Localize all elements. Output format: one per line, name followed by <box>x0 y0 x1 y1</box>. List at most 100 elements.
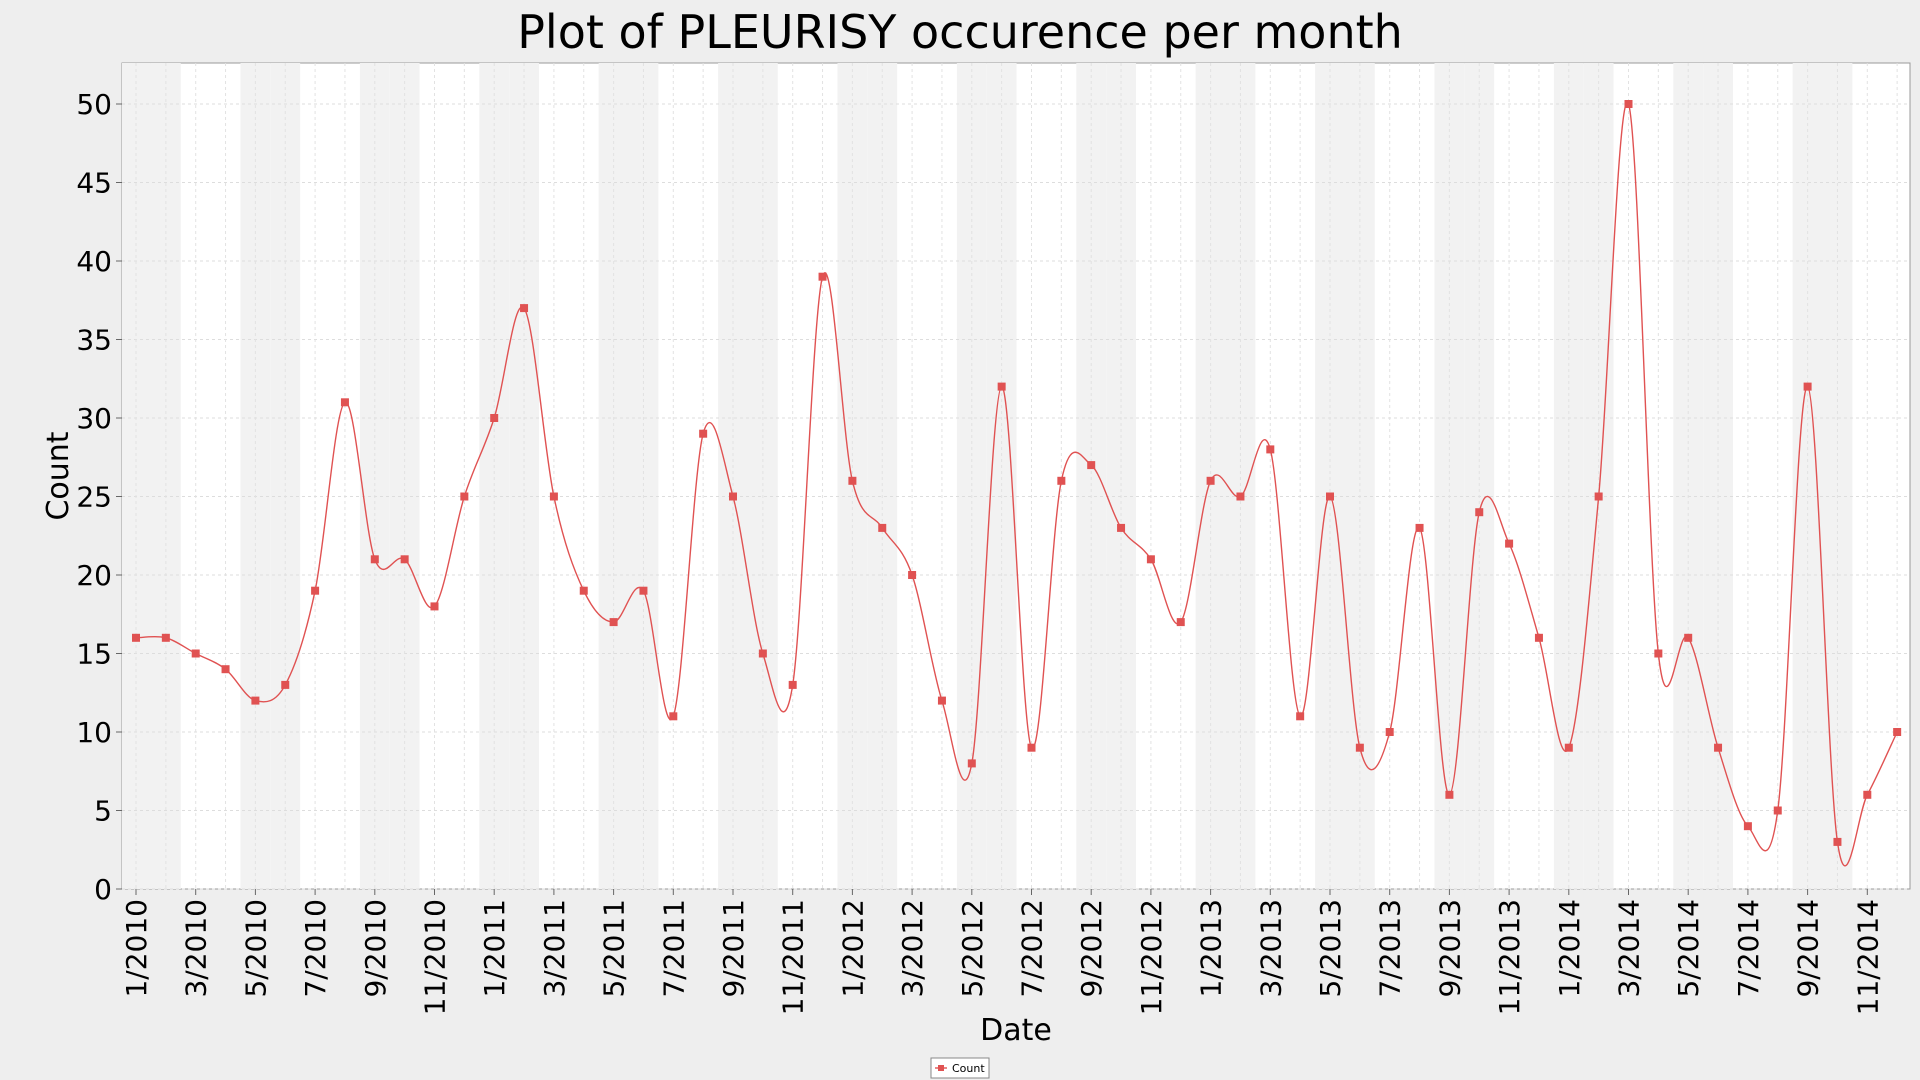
data-point <box>1714 743 1723 752</box>
x-tick-label: 9/2014 <box>1792 899 1825 998</box>
data-point <box>191 649 200 658</box>
legend: Count <box>930 1057 990 1079</box>
month-band <box>1464 63 1495 889</box>
data-point <box>1863 790 1872 799</box>
data-point <box>1146 555 1155 564</box>
horizontal-gridlines <box>122 103 1910 890</box>
data-point <box>460 492 469 501</box>
x-tick-label: 3/2011 <box>538 899 571 998</box>
data-point <box>1594 492 1603 501</box>
y-tick-label: 5 <box>94 795 112 828</box>
data-point <box>1833 837 1842 846</box>
x-tick-label: 5/2014 <box>1672 899 1705 998</box>
x-tick-label: 7/2010 <box>299 899 332 998</box>
data-point <box>818 272 827 281</box>
data-point <box>520 304 529 313</box>
data-point <box>669 712 678 721</box>
data-point <box>370 555 379 564</box>
data-point <box>1326 492 1334 501</box>
series-markers <box>132 100 1902 846</box>
month-band <box>598 63 629 889</box>
data-point <box>1027 743 1036 752</box>
x-tick-label: 9/2010 <box>359 899 392 998</box>
month-band <box>1076 63 1107 889</box>
y-tick-label: 0 <box>94 873 112 906</box>
data-point <box>340 398 349 407</box>
y-tick-label: 45 <box>76 167 112 200</box>
x-tick-label: 1/2012 <box>836 899 869 998</box>
x-tick-label: 11/2012 <box>1135 899 1168 1015</box>
legend-marker <box>938 1065 944 1071</box>
x-tick-label: 9/2012 <box>1075 899 1108 998</box>
data-point <box>1087 461 1096 470</box>
month-band <box>1315 63 1345 889</box>
x-axis-label: Date <box>980 1013 1052 1048</box>
x-axis-ticks: 1/2010 3/2010 5/2010 7/2010 9/2010 11/2010 1/2… <box>120 889 1884 1015</box>
data-point <box>311 586 320 595</box>
data-point <box>609 618 618 627</box>
month-band <box>479 63 510 889</box>
legend-box <box>930 1057 990 1079</box>
month-band <box>718 63 748 889</box>
x-tick-label: 3/2010 <box>180 899 213 998</box>
y-tick-label: 10 <box>76 716 112 749</box>
month-band <box>509 63 539 889</box>
x-tick-label: 7/2013 <box>1374 899 1407 998</box>
data-point <box>1743 822 1752 831</box>
month-band <box>867 63 898 889</box>
data-point <box>549 492 558 501</box>
data-point <box>430 602 439 611</box>
data-point <box>132 633 140 642</box>
month-band <box>1106 63 1136 889</box>
data-point <box>281 680 290 689</box>
series-line-count <box>135 101 1898 867</box>
data-point <box>878 523 887 532</box>
data-point <box>1266 445 1275 454</box>
data-point <box>1176 618 1185 627</box>
data-point <box>997 382 1006 391</box>
data-point <box>490 414 499 422</box>
data-point <box>1773 806 1782 815</box>
data-point <box>639 586 648 595</box>
data-point <box>1505 539 1514 548</box>
x-tick-label: 9/2011 <box>717 899 750 998</box>
data-point <box>788 680 797 689</box>
y-tick-label: 40 <box>76 245 112 278</box>
data-point <box>1296 712 1305 721</box>
y-tick-label: 20 <box>76 559 112 592</box>
data-point <box>221 665 230 674</box>
x-tick-label: 3/2014 <box>1613 899 1646 998</box>
data-point <box>1475 508 1484 517</box>
month-band <box>1583 63 1614 889</box>
data-point <box>400 555 409 564</box>
data-point <box>161 633 170 642</box>
x-tick-label: 5/2013 <box>1314 899 1347 998</box>
data-point <box>1415 523 1424 532</box>
chart-title: Plot of PLEURISY occurence per month <box>517 5 1403 59</box>
data-point <box>699 429 708 438</box>
x-tick-label: 11/2010 <box>419 899 452 1015</box>
x-tick-label: 3/2012 <box>896 899 929 998</box>
x-tick-label: 7/2011 <box>657 899 690 998</box>
x-tick-label: 11/2011 <box>777 899 810 1015</box>
month-band <box>389 63 420 889</box>
month-bands <box>122 63 1853 889</box>
data-point <box>848 476 857 485</box>
x-tick-label: 1/2014 <box>1553 899 1586 998</box>
month-band <box>1673 63 1704 889</box>
y-axis-label: Count <box>41 431 76 520</box>
y-tick-label: 30 <box>76 402 112 435</box>
month-band <box>628 63 659 889</box>
y-tick-label: 35 <box>76 324 112 357</box>
data-point <box>1893 728 1902 736</box>
data-point <box>1624 100 1633 108</box>
data-point <box>967 759 976 768</box>
y-tick-label: 25 <box>76 481 112 514</box>
data-point <box>908 571 917 579</box>
data-point <box>579 586 588 595</box>
month-band <box>150 63 181 889</box>
data-point <box>1057 476 1066 485</box>
data-point <box>1236 492 1245 501</box>
data-point <box>1803 382 1812 391</box>
y-tick-label: 50 <box>76 88 112 121</box>
